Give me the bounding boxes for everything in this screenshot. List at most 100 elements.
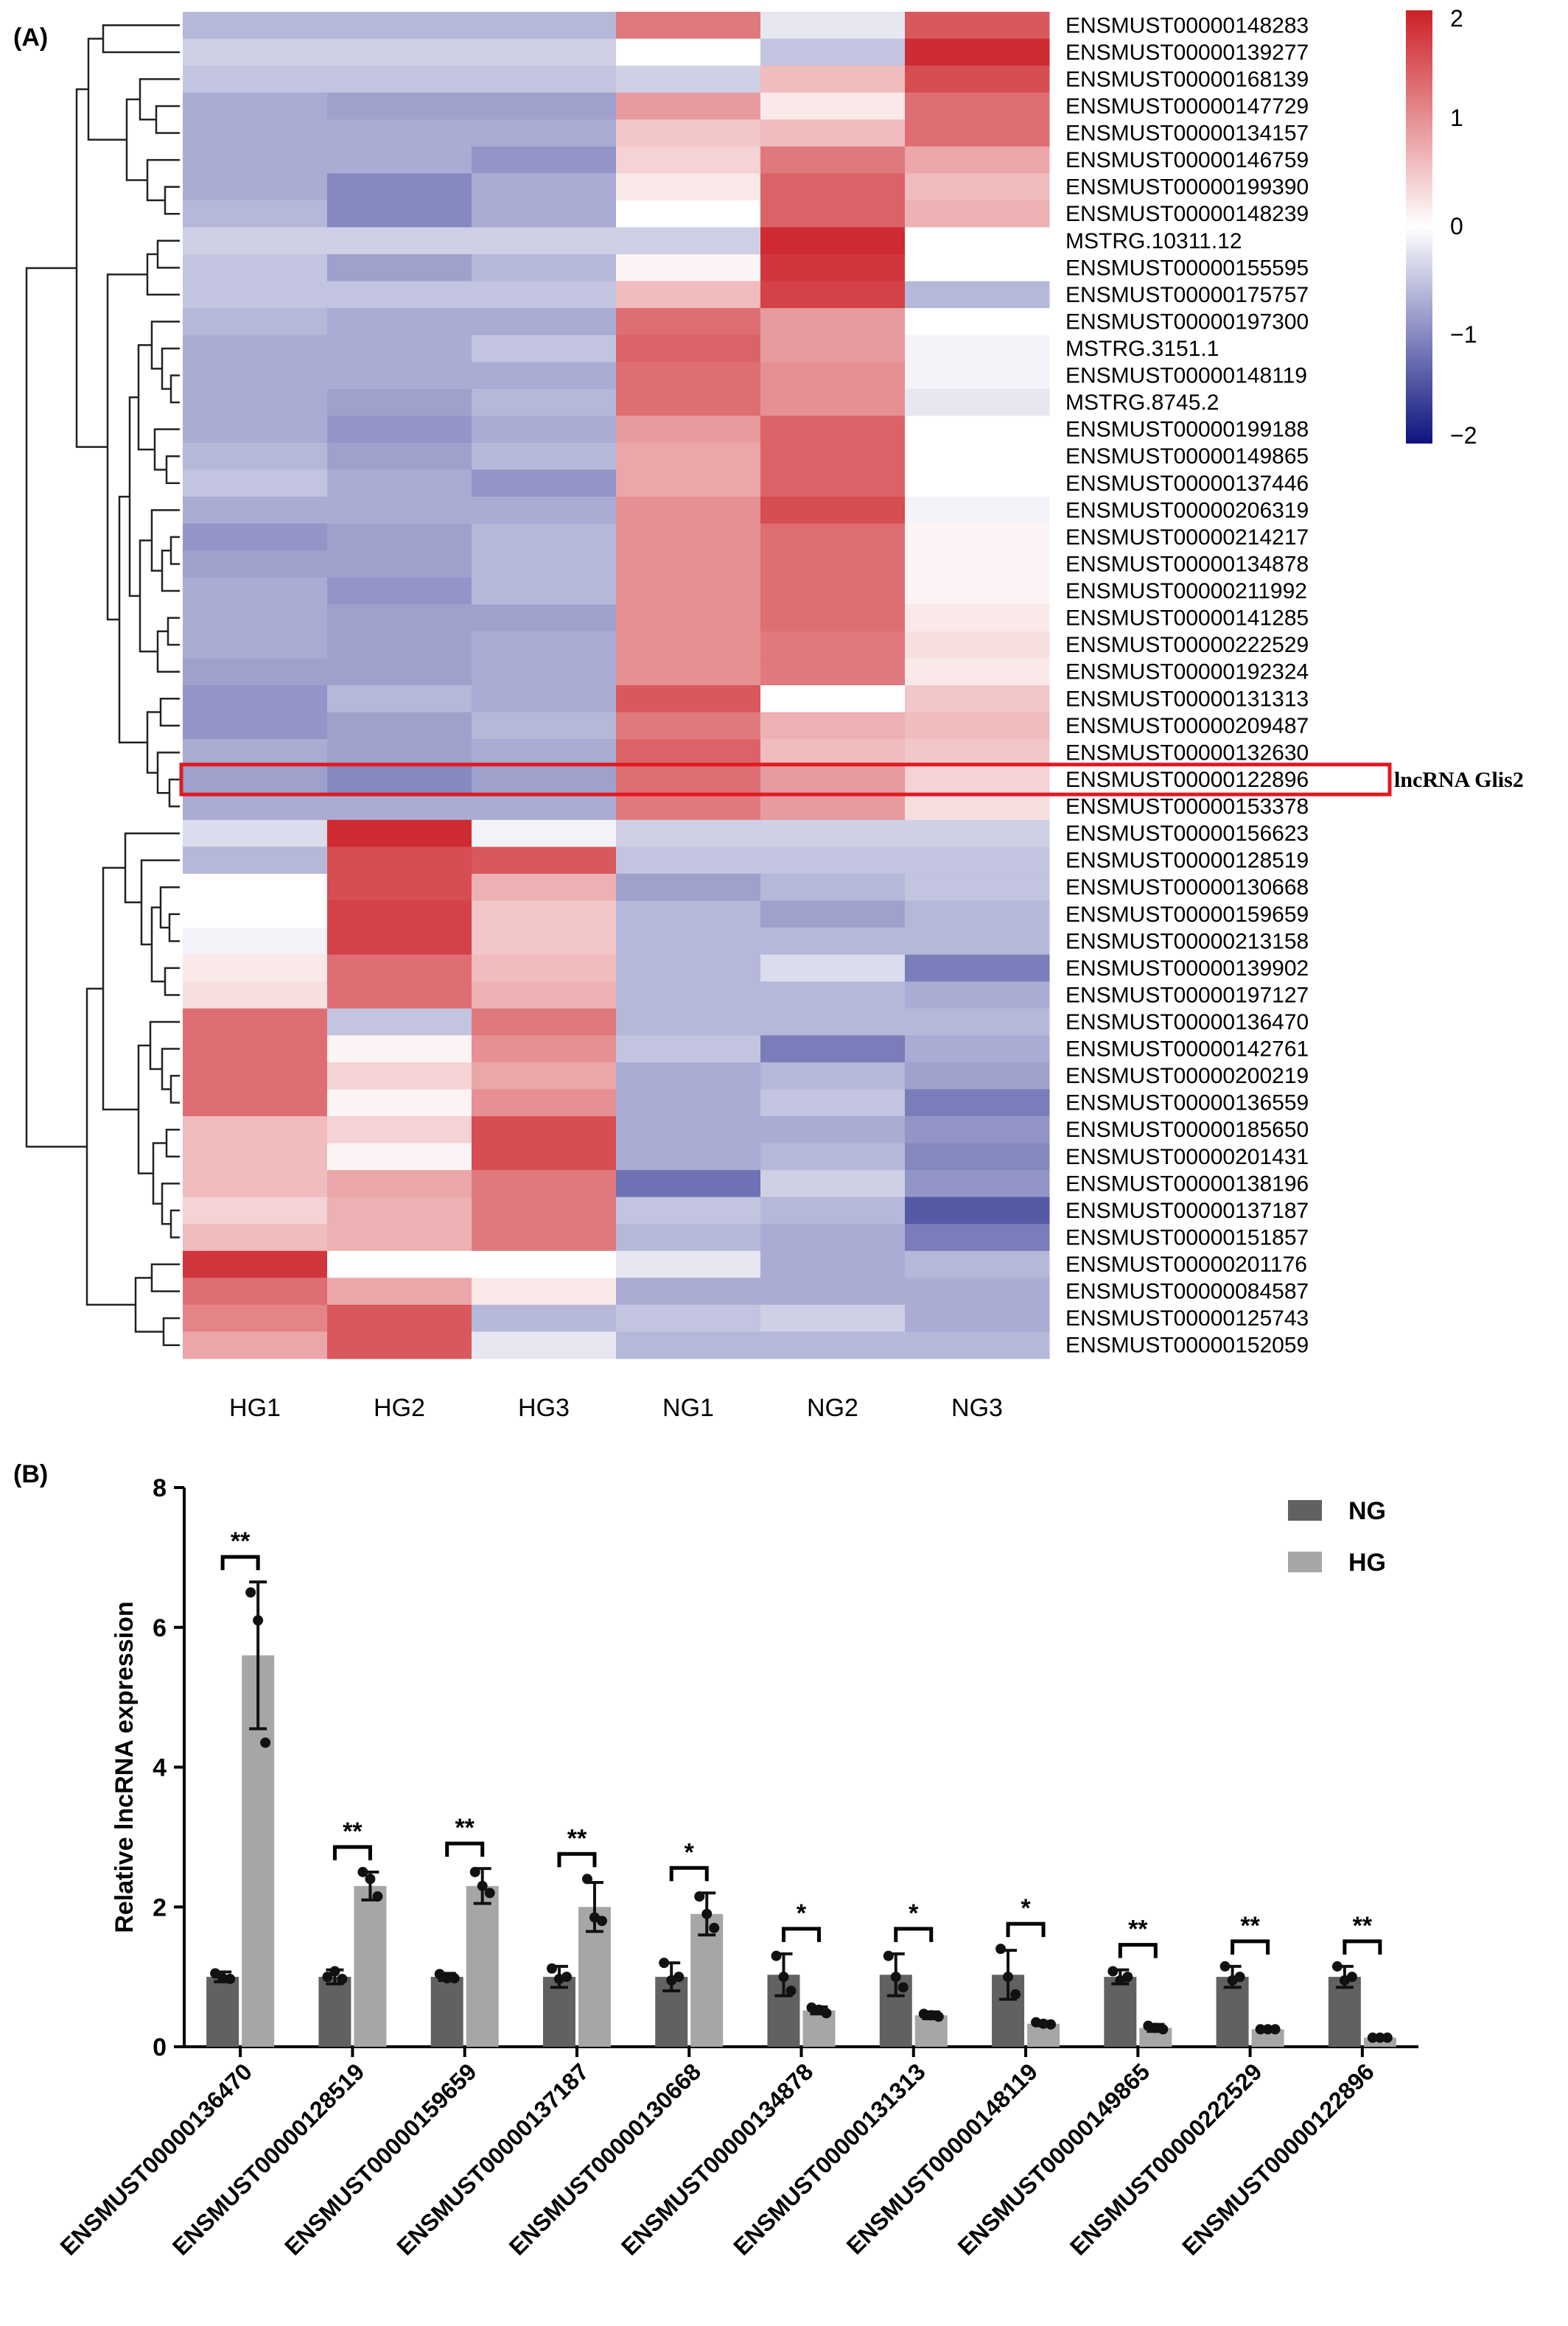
heatmap-cell [905, 847, 1050, 875]
heatmap-cell [183, 416, 328, 444]
data-point [596, 1916, 607, 1927]
heatmap-cell [327, 523, 472, 551]
heatmap-cell [183, 12, 328, 40]
dendrogram-branch [164, 186, 180, 215]
heatmap-cell [905, 92, 1050, 120]
significance-bracket [1231, 1939, 1270, 1955]
heatmap-cell [183, 847, 328, 875]
heatmap-cell [183, 793, 328, 821]
heatmap-cell [905, 1115, 1050, 1144]
data-point [561, 1972, 572, 1983]
heatmap-row-label: ENSMUST00000175757 [1065, 283, 1309, 307]
x-tick-label: ENSMUST00000222529 [1065, 2058, 1267, 2260]
data-point [694, 1891, 705, 1902]
heatmap-cell [760, 604, 906, 632]
significance-label: ** [231, 1527, 251, 1555]
heatmap [183, 12, 1050, 1359]
heatmap-cell [327, 362, 472, 390]
heatmap-cell [327, 712, 472, 740]
heatmap-cell [760, 200, 906, 228]
heatmap-cell [616, 1224, 761, 1252]
dendrogram-branch [167, 617, 180, 646]
highlight-rectangle [179, 763, 1392, 796]
dendrogram-branch [134, 1277, 164, 1333]
heatmap-cell [472, 631, 617, 659]
heatmap-cell [327, 1197, 472, 1225]
significance-label: * [797, 1899, 807, 1927]
dendrogram-branch [146, 711, 161, 774]
data-point [469, 1866, 480, 1877]
heatmap-cell [472, 1250, 617, 1278]
heatmap-cell [760, 308, 906, 336]
heatmap-cell [472, 954, 617, 982]
data-point [329, 1966, 340, 1977]
heatmap-cell [905, 1089, 1050, 1117]
heatmap-row-label: ENSMUST00000159659 [1065, 903, 1309, 927]
data-point [546, 1963, 557, 1974]
heatmap-cell [472, 766, 617, 794]
heatmap-cell [760, 1115, 906, 1144]
heatmap-row-label: ENSMUST00000209487 [1065, 714, 1309, 738]
highlight-box: lncRNA Glis2 [179, 763, 1524, 796]
heatmap-cell [472, 900, 617, 928]
heatmap-cell [905, 1062, 1050, 1090]
heatmap-cell [760, 819, 906, 847]
heatmap-cell [616, 523, 761, 551]
heatmap-cell [905, 1304, 1050, 1332]
dendrogram [25, 24, 180, 1346]
heatmap-cell [760, 981, 906, 1009]
data-point [785, 1986, 797, 1997]
heatmap-cell [905, 281, 1050, 309]
heatmap-cell [183, 227, 328, 255]
heatmap-cell [760, 469, 906, 497]
heatmap-cell [616, 1008, 761, 1036]
legend-label: HG [1348, 1549, 1386, 1577]
heatmap-cell [183, 1062, 328, 1090]
data-point [365, 1874, 376, 1885]
significance-label: * [1021, 1894, 1031, 1922]
heatmap-row-label: ENSMUST00000213158 [1065, 929, 1309, 953]
heatmap-cell [616, 1331, 761, 1359]
heatmap-cell [905, 1197, 1050, 1225]
heatmap-row-label: MSTRG.3151.1 [1065, 337, 1219, 361]
data-point [883, 1950, 894, 1961]
heatmap-cell [327, 173, 472, 201]
bar-chart: 0 2 4 6 8 Relative lncRNA expression ENSMUST00… [55, 1474, 1418, 2260]
dendrogram-branch [85, 987, 136, 1306]
heatmap-cell [472, 12, 617, 40]
heatmap-cell [472, 388, 617, 416]
heatmap-cell [616, 1115, 761, 1144]
heatmap-cell [905, 685, 1050, 713]
significance-label: * [685, 1838, 695, 1866]
heatmap-row-label: ENSMUST00000148239 [1065, 202, 1309, 226]
heatmap-cell [905, 900, 1050, 928]
heatmap-cell [760, 388, 906, 416]
heatmap-row-label: ENSMUST00000149865 [1065, 444, 1309, 469]
heatmap-cell [327, 658, 472, 686]
heatmap-cell [472, 1062, 617, 1090]
heatmap-cell [760, 281, 906, 309]
heatmap-column-label: HG2 [374, 1394, 425, 1422]
heatmap-cell [183, 819, 328, 847]
y-tick-label: 6 [153, 1614, 167, 1642]
heatmap-cell [183, 66, 328, 94]
dendrogram-branch [169, 374, 180, 404]
heatmap-cell [327, 281, 472, 309]
y-axis-label: Relative lncRNA expression [111, 1601, 139, 1933]
heatmap-row-label: ENSMUST00000136470 [1065, 1010, 1309, 1034]
heatmap-row-label: ENSMUST00000137446 [1065, 472, 1309, 496]
heatmap-cell [616, 469, 761, 497]
heatmap-cell [327, 550, 472, 578]
significance-label: ** [1240, 1912, 1260, 1940]
heatmap-cell [760, 38, 906, 66]
heatmap-cell [327, 416, 472, 444]
data-point [701, 1908, 713, 1919]
y-tick-label: 8 [153, 1474, 167, 1502]
data-point [337, 1973, 348, 1984]
legend-swatch-ng [1288, 1500, 1322, 1521]
heatmap-cell [183, 631, 328, 659]
heatmap-cell [616, 416, 761, 444]
bar-ng [206, 1977, 239, 2047]
heatmap-cell [183, 1224, 328, 1252]
bar-ng [1104, 1977, 1137, 2047]
